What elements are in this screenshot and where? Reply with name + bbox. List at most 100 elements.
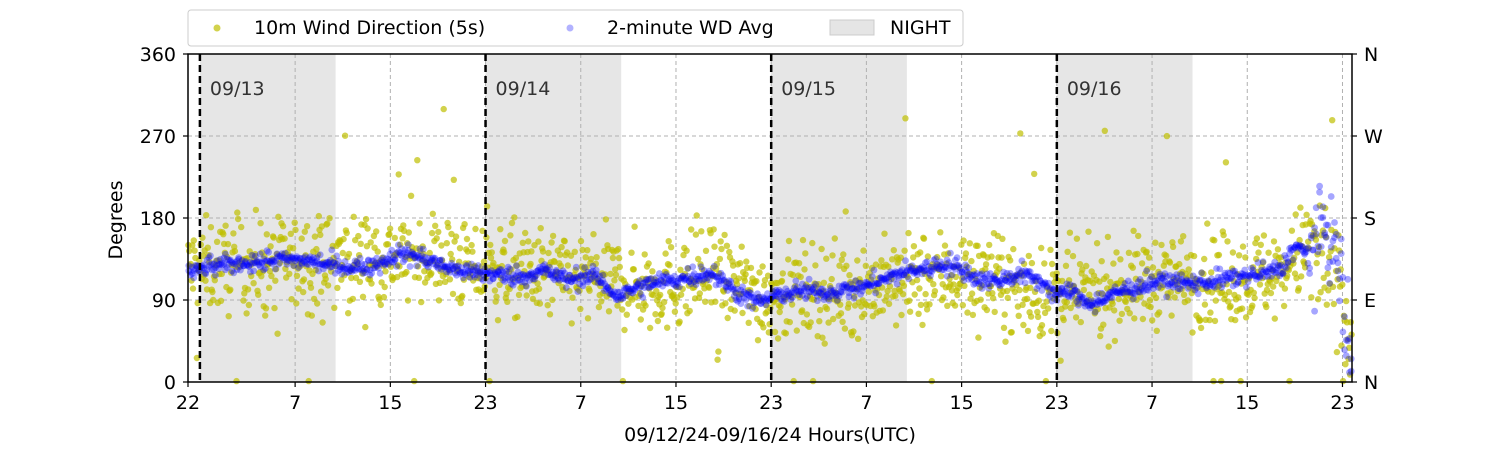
wind-2min-avg-point <box>676 283 683 291</box>
wind-5s-point <box>715 348 722 355</box>
wind-2min-avg-point <box>325 258 332 266</box>
wind-5s-point <box>919 321 926 329</box>
wind-5s-point <box>1316 202 1324 209</box>
wind-2min-avg-point <box>247 268 254 276</box>
wind-2min-avg-point <box>1198 269 1205 277</box>
wind-2min-avg-point <box>838 282 846 290</box>
wind-2min-avg-point <box>385 255 392 263</box>
wind-2min-avg-point <box>774 288 781 296</box>
wind-5s-point <box>1297 204 1304 211</box>
wind-5s-point <box>1347 319 1355 326</box>
wind-2min-avg-point <box>408 252 416 259</box>
wind-5s-point <box>1256 281 1264 288</box>
wind-2min-avg-point <box>601 287 608 295</box>
wind-5s-point <box>566 287 573 295</box>
wind-2min-avg-point <box>466 267 474 275</box>
wind-2min-avg-point <box>438 256 445 264</box>
wind-5s-point <box>1234 271 1241 278</box>
wind-2min-avg-point <box>822 288 830 296</box>
wind-2min-avg-point <box>770 292 778 300</box>
wind-5s-point <box>619 377 627 385</box>
wind-2min-avg-point <box>217 260 224 268</box>
wind-5s-point <box>1220 231 1227 239</box>
wind-5s-point <box>1019 301 1026 308</box>
wind-2min-avg-point <box>208 266 216 274</box>
wind-5s-point <box>546 311 554 318</box>
wind-2min-avg-point <box>240 262 248 270</box>
wind-5s-point <box>1076 296 1083 304</box>
wind-2min-avg-point <box>937 258 944 266</box>
wind-2min-avg-point <box>687 275 695 282</box>
wind-2min-avg-point <box>577 272 585 280</box>
wind-2min-avg-point <box>1010 274 1017 282</box>
wind-2min-avg-point <box>641 284 648 291</box>
wind-2min-avg-point <box>1347 355 1355 363</box>
wind-2min-avg-point <box>428 255 435 262</box>
wind-5s-point <box>576 287 583 294</box>
wind-2min-avg-point <box>853 283 861 291</box>
wind-5s-point <box>911 291 918 298</box>
wind-5s-point <box>1087 296 1095 303</box>
wind-5s-point <box>1284 272 1291 279</box>
wind-2min-avg-point <box>243 261 251 268</box>
wind-2min-avg-point <box>677 275 685 283</box>
wind-5s-point <box>476 275 483 282</box>
wind-5s-point <box>577 237 585 245</box>
wind-2min-avg-point <box>682 274 690 282</box>
wind-5s-point <box>1322 233 1330 241</box>
wind-2min-avg-point <box>356 254 364 262</box>
wind-2min-avg-point <box>754 294 761 302</box>
wind-5s-point <box>1294 249 1301 256</box>
wind-2min-avg-point <box>586 276 593 283</box>
wind-5s-point <box>428 270 435 277</box>
wind-2min-avg-point <box>1023 270 1031 277</box>
wind-5s-point <box>597 282 604 290</box>
wind-2min-avg-point <box>268 257 276 264</box>
wind-5s-point <box>265 284 273 291</box>
wind-2min-avg-point <box>739 283 746 291</box>
wind-2min-avg-point <box>838 288 846 296</box>
wind-5s-point <box>1184 297 1192 304</box>
wind-5s-point <box>1207 309 1214 316</box>
wind-5s-point <box>436 279 443 287</box>
wind-2min-avg-point <box>1026 273 1034 280</box>
wind-5s-point <box>488 249 495 256</box>
wind-2min-avg-point <box>837 288 845 295</box>
wind-5s-point <box>317 288 325 295</box>
wind-2min-avg-point <box>288 254 296 262</box>
wind-5s-point <box>508 266 515 273</box>
wind-5s-point <box>1053 270 1060 277</box>
wind-2min-avg-point <box>928 268 936 275</box>
wind-2min-avg-point <box>617 292 625 300</box>
wind-2min-avg-point <box>651 281 658 289</box>
wind-2min-avg-point <box>843 283 851 291</box>
wind-2min-avg-point <box>1023 268 1031 276</box>
wind-5s-point <box>539 248 547 255</box>
wind-2min-avg-point <box>579 278 587 286</box>
wind-5s-point <box>1235 294 1242 301</box>
wind-2min-avg-point <box>980 281 988 289</box>
wind-5s-point <box>326 215 333 222</box>
wind-5s-point <box>691 284 698 291</box>
wind-5s-point <box>1110 260 1117 267</box>
wind-5s-point <box>970 267 977 275</box>
wind-5s-point <box>561 238 568 245</box>
wind-2min-avg-point <box>1036 277 1044 285</box>
wind-2min-avg-point <box>356 265 364 273</box>
wind-2min-avg-point <box>1337 250 1345 257</box>
wind-5s-point <box>266 267 274 275</box>
wind-2min-avg-point <box>888 271 896 279</box>
wind-2min-avg-point <box>335 257 342 265</box>
wind-5s-point <box>549 232 557 240</box>
wind-5s-point <box>447 250 454 258</box>
wind-5s-point <box>692 231 700 238</box>
wind-2min-avg-point <box>474 268 482 275</box>
wind-2min-avg-point <box>336 266 344 273</box>
wind-5s-point <box>649 268 656 275</box>
wind-5s-point <box>407 192 415 199</box>
wind-5s-point <box>319 319 326 326</box>
wind-5s-point <box>286 270 293 277</box>
wind-2min-avg-point <box>386 250 394 258</box>
wind-5s-point <box>575 273 582 280</box>
wind-5s-point <box>283 259 291 266</box>
